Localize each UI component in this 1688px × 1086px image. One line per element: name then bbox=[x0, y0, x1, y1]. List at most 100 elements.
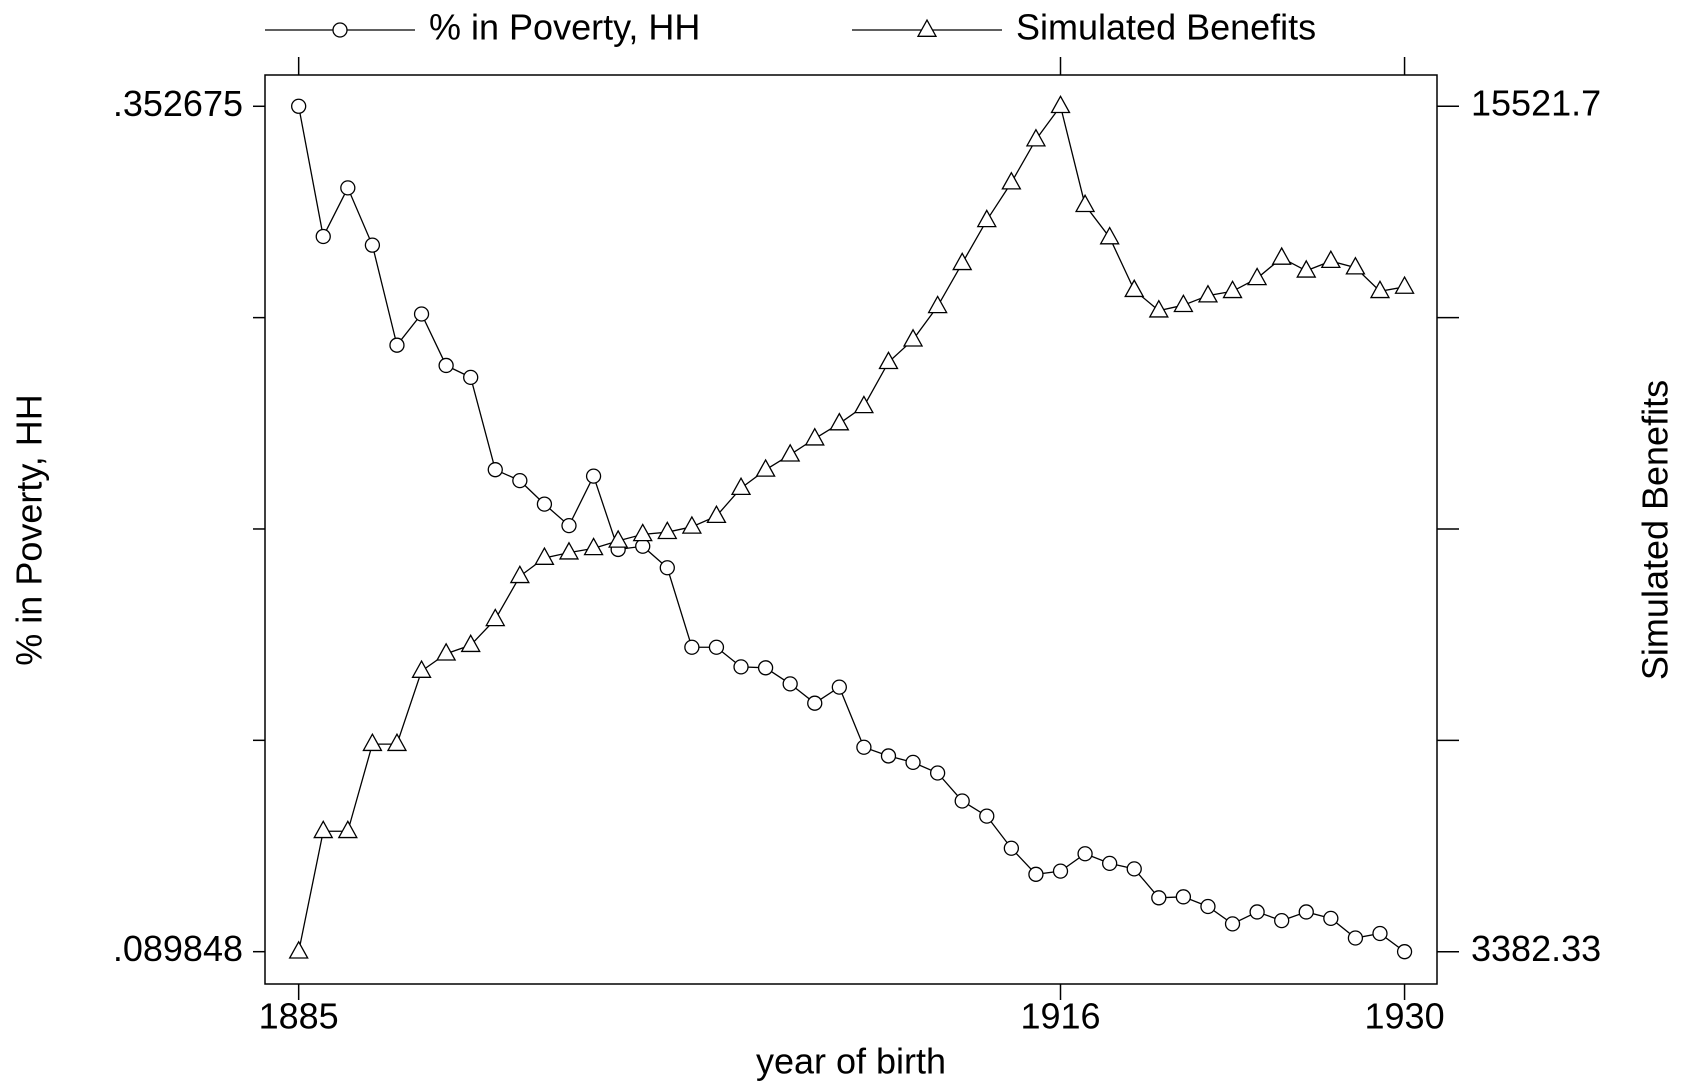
y-tick-label: .089848 bbox=[113, 928, 243, 969]
marker-triangle bbox=[485, 608, 506, 627]
marker-circle bbox=[1102, 855, 1118, 872]
marker-triangle bbox=[1369, 280, 1391, 299]
marker-circle bbox=[1003, 840, 1020, 856]
y2-axis-title: Simulated Benefits bbox=[1635, 380, 1676, 680]
marker-circle bbox=[463, 369, 479, 386]
marker-circle bbox=[1175, 889, 1192, 905]
x-tick-label: 1916 bbox=[1020, 996, 1100, 1037]
marker-triangle bbox=[1320, 249, 1341, 269]
marker-triangle bbox=[362, 732, 383, 752]
marker-triangle bbox=[976, 209, 997, 228]
marker-triangle bbox=[1345, 256, 1366, 275]
series-line bbox=[298, 104, 1405, 952]
legend-marker bbox=[332, 22, 348, 38]
marker-circle bbox=[413, 306, 430, 322]
marker-circle bbox=[1274, 912, 1290, 929]
marker-circle bbox=[364, 237, 381, 253]
marker-triangle bbox=[386, 732, 408, 752]
marker-triangle bbox=[755, 458, 776, 477]
marker-triangle bbox=[878, 350, 899, 370]
y-axis-title: % in Poverty, HH bbox=[9, 394, 50, 665]
marker-triangle bbox=[853, 395, 875, 414]
marker-circle bbox=[708, 639, 725, 655]
marker-triangle bbox=[1074, 193, 1096, 213]
marker-circle bbox=[954, 793, 970, 809]
marker-triangle bbox=[780, 443, 801, 462]
marker-triangle bbox=[534, 546, 555, 565]
marker-triangle bbox=[1148, 299, 1169, 318]
marker-triangle bbox=[927, 295, 948, 314]
marker-triangle bbox=[804, 427, 825, 446]
marker-circle bbox=[561, 517, 577, 534]
marker-triangle bbox=[583, 537, 604, 556]
legend-marker bbox=[916, 18, 938, 37]
marker-circle bbox=[1298, 904, 1314, 920]
marker-circle bbox=[929, 765, 946, 781]
marker-circle bbox=[487, 462, 503, 478]
marker-circle bbox=[782, 676, 798, 692]
marker-circle bbox=[1077, 846, 1093, 862]
marker-triangle bbox=[1173, 293, 1194, 313]
marker-triangle bbox=[952, 252, 973, 271]
marker-circle bbox=[831, 679, 847, 695]
marker-circle bbox=[438, 357, 454, 374]
marker-circle bbox=[757, 660, 774, 676]
marker-triangle bbox=[1050, 94, 1071, 114]
marker-triangle bbox=[902, 328, 924, 347]
marker-circle bbox=[315, 228, 331, 245]
marker-circle bbox=[905, 754, 921, 771]
marker-triangle bbox=[509, 565, 530, 584]
y-tick-label: .352675 bbox=[113, 83, 243, 124]
marker-circle bbox=[880, 748, 897, 764]
marker-circle bbox=[585, 468, 602, 484]
marker-triangle bbox=[706, 504, 727, 524]
marker-circle bbox=[856, 739, 872, 755]
marker-circle bbox=[340, 180, 356, 196]
marker-circle bbox=[1372, 925, 1388, 942]
marker-circle bbox=[979, 808, 995, 824]
marker-triangle bbox=[1222, 280, 1243, 299]
marker-circle bbox=[684, 639, 700, 655]
marker-circle bbox=[389, 337, 405, 353]
marker-triangle bbox=[1124, 278, 1145, 298]
marker-triangle bbox=[730, 476, 752, 496]
marker-triangle bbox=[1247, 267, 1268, 286]
marker-circle bbox=[1028, 866, 1044, 882]
marker-circle bbox=[512, 472, 528, 489]
legend-label: % in Poverty, HH bbox=[429, 7, 700, 48]
marker-triangle bbox=[337, 820, 358, 839]
marker-triangle bbox=[1271, 246, 1292, 265]
legend-label: Simulated Benefits bbox=[1016, 7, 1316, 48]
marker-circle bbox=[733, 659, 749, 675]
marker-circle bbox=[536, 496, 553, 512]
marker-triangle bbox=[657, 520, 678, 540]
y2-tick-label: 3382.33 bbox=[1471, 928, 1601, 969]
marker-triangle bbox=[558, 541, 580, 560]
marker-circle bbox=[1249, 904, 1265, 920]
marker-triangle bbox=[288, 940, 309, 959]
marker-circle bbox=[1052, 863, 1069, 879]
x-tick-label: 1930 bbox=[1365, 996, 1445, 1037]
marker-triangle bbox=[1001, 171, 1022, 190]
x-axis-title: year of birth bbox=[756, 1041, 946, 1082]
marker-circle bbox=[1224, 916, 1241, 932]
marker-circle bbox=[1347, 930, 1364, 946]
marker-triangle bbox=[1099, 226, 1120, 245]
marker-triangle bbox=[1025, 128, 1047, 147]
marker-triangle bbox=[1394, 275, 1415, 294]
marker-triangle bbox=[632, 523, 653, 542]
x-tick-label: 1885 bbox=[259, 996, 339, 1037]
marker-circle bbox=[1323, 910, 1339, 927]
marker-circle bbox=[659, 560, 675, 576]
marker-circle bbox=[291, 98, 307, 114]
y2-tick-label: 15521.7 bbox=[1471, 83, 1601, 124]
marker-triangle bbox=[313, 820, 334, 839]
marker-triangle bbox=[1296, 259, 1317, 278]
marker-triangle bbox=[1197, 284, 1219, 303]
marker-circle bbox=[807, 695, 823, 711]
marker-triangle bbox=[829, 412, 850, 431]
marker-triangle bbox=[608, 529, 629, 548]
series-line bbox=[298, 106, 1405, 953]
